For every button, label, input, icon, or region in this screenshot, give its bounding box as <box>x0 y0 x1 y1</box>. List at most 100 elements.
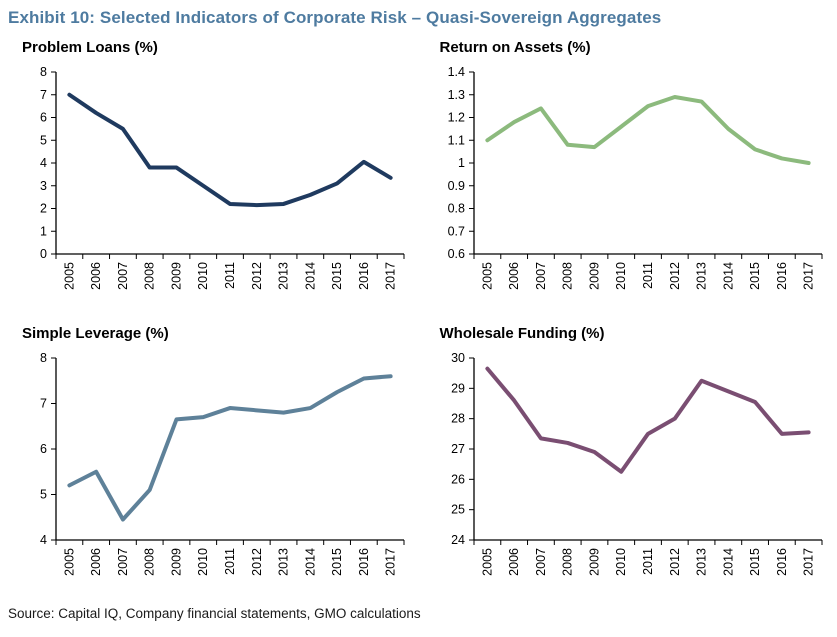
y-tick-label: 3 <box>40 179 47 193</box>
chart-svg: 0.6 0.7 0.8 0.9 1 1.1 1.2 1.3 1.4 2005 2006 2007 200… <box>447 65 822 290</box>
x-tick-label: 2016 <box>357 262 371 290</box>
y-tick-label: 2 <box>40 202 47 216</box>
data-line <box>484 95 811 165</box>
y-tick-label: 7 <box>40 88 47 102</box>
y-tick-label: 29 <box>451 381 465 395</box>
x-tick-label: 2008 <box>143 262 157 290</box>
x-tick-label: 2007 <box>533 548 547 576</box>
y-tick-label: 27 <box>451 442 465 456</box>
x-tick-label: 2015 <box>748 548 762 576</box>
x-tick-label: 2010 <box>196 548 210 576</box>
x-tick-label: 2013 <box>694 262 708 290</box>
chart-panel-2: Simple Leverage (%) 4 5 6 7 8 2005 2006 2007 2008… <box>8 324 410 596</box>
y-tick-label: 5 <box>40 133 47 147</box>
chart-title: Problem Loans (%) <box>22 39 158 56</box>
data-line <box>67 92 393 208</box>
y-tick-label: 26 <box>451 472 465 486</box>
y-tick-label: 4 <box>40 156 47 170</box>
y-tick-label: 6 <box>40 442 47 456</box>
x-tick-label: 2011 <box>641 548 655 575</box>
y-tick-label: 1 <box>40 224 47 238</box>
y-tick-label: 30 <box>451 351 465 365</box>
exhibit-page: Exhibit 10: Selected Indicators of Corpo… <box>8 8 827 621</box>
x-tick-label: 2007 <box>116 548 130 576</box>
x-tick-label: 2010 <box>614 262 628 290</box>
x-tick-label: 2015 <box>748 262 762 290</box>
x-tick-label: 2008 <box>560 548 574 576</box>
chart-title: Wholesale Funding (%) <box>439 325 605 342</box>
chart-panel-1: Return on Assets (%) 0.6 0.7 0.8 0.9 1 1.1 1.2 1… <box>426 38 828 310</box>
y-tick-label: 1 <box>458 156 465 170</box>
x-tick-label: 2017 <box>801 262 815 290</box>
y-tick-label: 28 <box>451 412 465 426</box>
x-tick-label: 2010 <box>614 548 628 576</box>
y-tick-label: 0.8 <box>447 202 464 216</box>
x-tick-label: 2005 <box>480 262 494 290</box>
x-tick-label: 2017 <box>384 262 398 290</box>
chart-panel-0: Problem Loans (%) 0 1 2 3 4 5 6 7 8 2005 2006 2007 20… <box>8 38 410 310</box>
charts-grid: Problem Loans (%) 0 1 2 3 4 5 6 7 8 2005 2006 2007 20… <box>8 38 827 596</box>
exhibit-title: Exhibit 10: Selected Indicators of Corpo… <box>8 8 662 27</box>
y-tick-label: 6 <box>40 111 47 125</box>
x-tick-label: 2017 <box>384 548 398 576</box>
y-tick-label: 8 <box>40 351 47 365</box>
x-tick-label: 2009 <box>587 548 601 576</box>
y-tick-label: 0.6 <box>447 247 464 261</box>
x-tick-label: 2006 <box>89 262 103 290</box>
chart-svg: 24 25 26 27 28 29 30 2005 2006 2007 2008 2009 2010 20… <box>451 351 822 576</box>
x-tick-label: 2016 <box>774 548 788 576</box>
x-tick-label: 2009 <box>587 262 601 290</box>
chart-panel-3: Wholesale Funding (%) 24 25 26 27 28 29 30 2005 2… <box>426 324 828 596</box>
x-tick-label: 2007 <box>116 262 130 290</box>
x-tick-label: 2007 <box>533 262 547 290</box>
x-tick-label: 2006 <box>89 548 103 576</box>
x-tick-label: 2014 <box>721 262 735 290</box>
x-tick-label: 2010 <box>196 262 210 290</box>
x-tick-label: 2006 <box>507 548 521 576</box>
x-tick-label: 2014 <box>303 262 317 290</box>
x-tick-label: 2005 <box>62 548 76 576</box>
x-tick-label: 2013 <box>277 262 291 290</box>
source-note: Source: Capital IQ, Company financial st… <box>8 606 421 621</box>
x-tick-label: 2017 <box>801 548 815 576</box>
x-tick-label: 2009 <box>169 262 183 290</box>
y-tick-label: 8 <box>40 65 47 79</box>
y-tick-label: 7 <box>40 397 47 411</box>
x-tick-label: 2006 <box>507 262 521 290</box>
x-tick-label: 2012 <box>667 548 681 576</box>
x-tick-label: 2011 <box>641 262 655 289</box>
chart-svg: 0 1 2 3 4 5 6 7 8 2005 2006 2007 2008 2009 2010 2011 201… <box>40 65 405 290</box>
y-tick-label: 1.3 <box>447 88 464 102</box>
x-tick-label: 2011 <box>223 548 237 575</box>
x-tick-label: 2011 <box>223 262 237 289</box>
y-tick-label: 1.1 <box>447 133 464 147</box>
y-tick-label: 25 <box>451 503 465 517</box>
x-tick-label: 2008 <box>143 548 157 576</box>
x-tick-label: 2012 <box>250 262 264 290</box>
y-tick-label: 4 <box>40 533 47 547</box>
x-tick-label: 2012 <box>250 548 264 576</box>
x-tick-label: 2005 <box>480 548 494 576</box>
x-tick-label: 2013 <box>694 548 708 576</box>
chart-svg: 4 5 6 7 8 2005 2006 2007 2008 2009 2010 2011 2012 201… <box>40 351 405 576</box>
x-tick-label: 2008 <box>560 262 574 290</box>
y-tick-label: 1.2 <box>447 111 464 125</box>
x-tick-label: 2015 <box>330 548 344 576</box>
x-tick-label: 2013 <box>277 548 291 576</box>
x-tick-label: 2015 <box>330 262 344 290</box>
y-tick-label: 5 <box>40 488 47 502</box>
y-tick-label: 0.7 <box>447 224 464 238</box>
x-tick-label: 2005 <box>62 262 76 290</box>
y-tick-label: 24 <box>451 533 465 547</box>
x-tick-label: 2012 <box>667 262 681 290</box>
x-tick-label: 2014 <box>303 548 317 576</box>
x-tick-label: 2009 <box>169 548 183 576</box>
x-tick-label: 2016 <box>774 262 788 290</box>
y-tick-label: 1.4 <box>447 65 464 79</box>
x-tick-label: 2016 <box>357 548 371 576</box>
chart-title: Simple Leverage (%) <box>22 325 169 342</box>
data-line <box>67 374 393 522</box>
chart-title: Return on Assets (%) <box>439 39 591 56</box>
data-line <box>484 366 811 474</box>
y-tick-label: 0 <box>40 247 47 261</box>
